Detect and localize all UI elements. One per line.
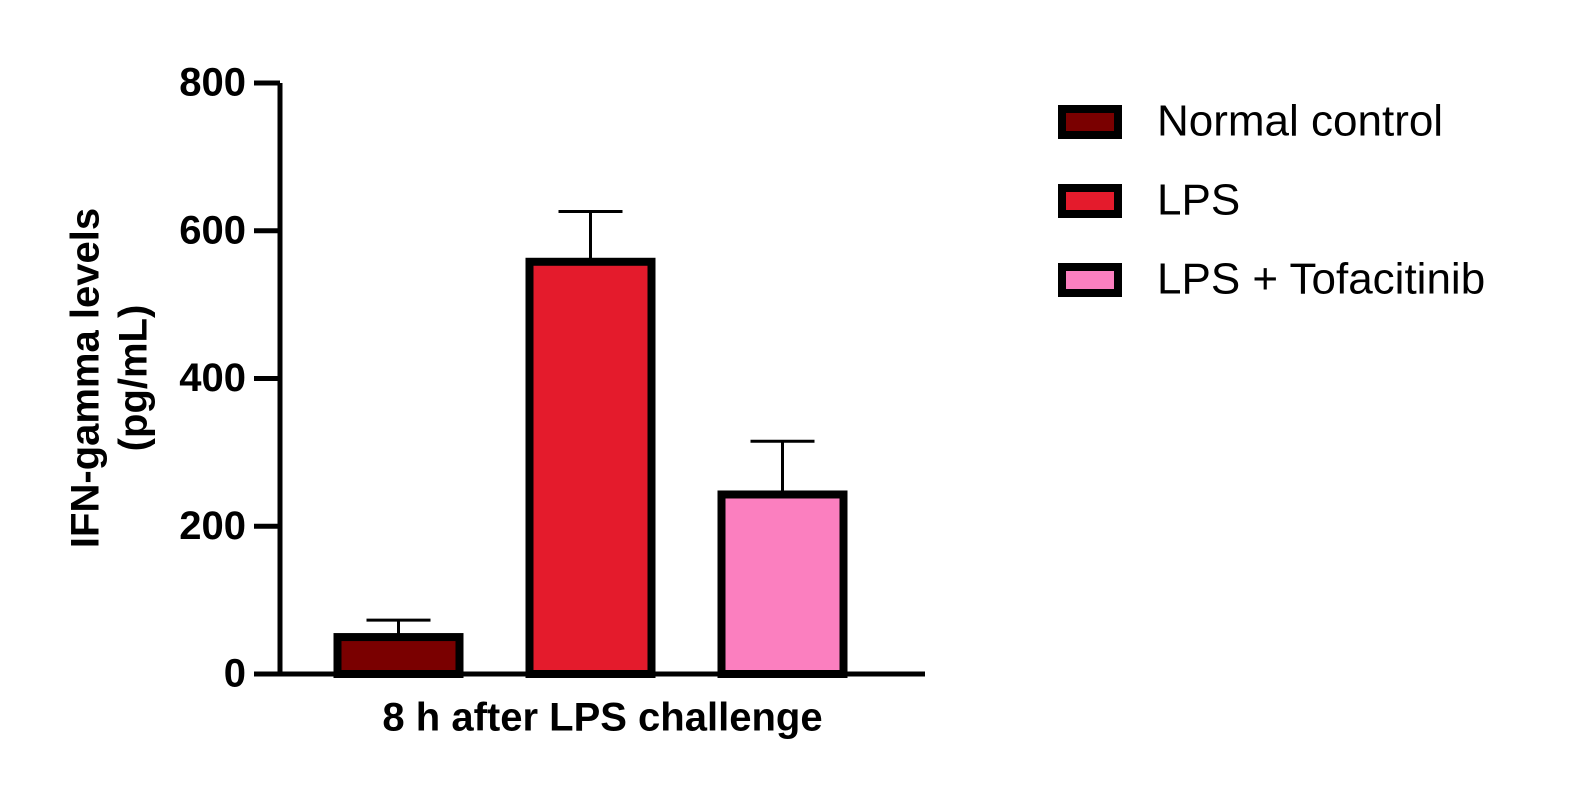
y-tick-label: 600 [179,208,246,252]
y-tick-label: 0 [224,652,246,696]
legend-label: Normal control [1157,97,1443,146]
legend-label: LPS + Tofacitinib [1157,255,1485,304]
legend-label: LPS [1157,176,1240,225]
legend-swatch [1058,263,1122,297]
bar [333,633,464,678]
legend-swatch [1058,105,1122,139]
bar [525,257,656,678]
y-axis-label: IFN-gamma levels [64,208,108,548]
y-axis-label: (pg/mL) [112,305,156,452]
x-tick-label: 8 h after LPS challenge [382,696,822,740]
y-tick-label: 800 [179,61,246,105]
bar [717,490,848,679]
legend-swatch [1058,184,1122,218]
y-tick-label: 200 [179,504,246,548]
y-tick-label: 400 [179,356,246,400]
